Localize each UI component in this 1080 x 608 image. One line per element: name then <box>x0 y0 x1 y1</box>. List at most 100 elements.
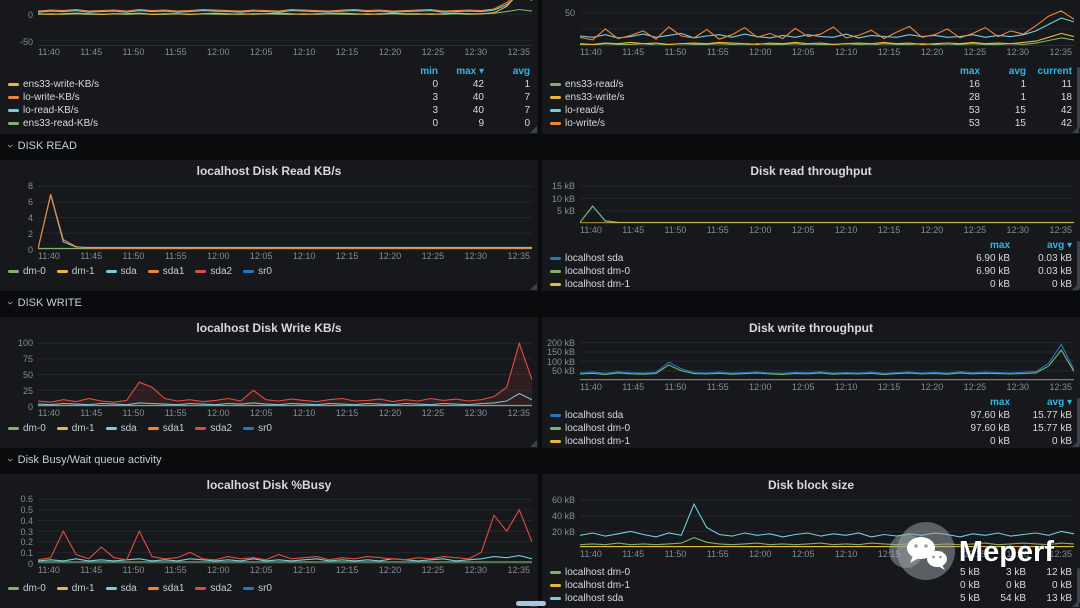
legend-row[interactable]: ens33-write/s 28 1 18 <box>550 91 1072 104</box>
network-pps-chart[interactable] <box>580 0 1074 46</box>
legend-header[interactable]: min max ▾ avg <box>8 65 530 78</box>
legend-item[interactable]: sda <box>105 583 137 594</box>
y-axis-labels: 60 kB 40 kB 20 kB <box>551 495 575 538</box>
panel-resize-handle[interactable] <box>530 283 537 290</box>
panel-title[interactable]: Disk block size <box>767 478 855 492</box>
legend-row[interactable]: localhost dm-1 0 kB 0 kB <box>550 278 1072 291</box>
legend-value: 6.90 kB <box>976 266 1010 277</box>
panel-title[interactable]: localhost Disk Read KB/s <box>196 164 342 178</box>
legend-item[interactable]: sda1 <box>147 583 184 594</box>
section-header-disk-write[interactable]: › DISK WRITE <box>0 293 1080 313</box>
legend-row[interactable]: lo-read/s 53 15 42 <box>550 104 1072 117</box>
legend-col-max[interactable]: max ▾ <box>456 66 484 77</box>
disk-busy-chart[interactable] <box>38 494 532 564</box>
legend-value: 7 <box>524 105 530 116</box>
legend-item[interactable]: sda2 <box>195 423 232 434</box>
disk-write-throughput-chart[interactable] <box>580 337 1074 381</box>
legend-row[interactable]: lo-write/s 53 15 42 <box>550 117 1072 130</box>
panel-title[interactable]: localhost Disk Write KB/s <box>196 321 342 335</box>
legend-row[interactable]: lo-read-KB/s 3 40 7 <box>8 104 530 117</box>
legend-col-min[interactable]: min <box>420 66 438 77</box>
panel-title[interactable]: Disk write throughput <box>749 321 873 335</box>
legend-row[interactable]: localhost sda 5 kB 54 kB 13 kB <box>550 592 1072 605</box>
series-swatch <box>550 597 561 600</box>
legend-header[interactable]: max avg ▾ <box>550 239 1072 252</box>
legend-col-avg[interactable]: avg ▾ <box>1046 397 1072 408</box>
panel-resize-handle[interactable] <box>1072 283 1079 290</box>
legend-value: 5 kB <box>959 593 980 604</box>
legend-header[interactable]: max avg ▾ <box>550 396 1072 409</box>
panel-resize-handle[interactable] <box>530 126 537 133</box>
disk-read-kb-chart[interactable] <box>38 180 532 250</box>
disk-write-kb-chart[interactable] <box>38 337 532 407</box>
legend-item[interactable]: dm-0 <box>8 266 46 277</box>
series-swatch <box>105 587 117 590</box>
legend-item[interactable]: sda1 <box>147 423 184 434</box>
legend-item[interactable]: sr0 <box>243 583 272 594</box>
legend-row[interactable]: localhost dm-1 0 kB 0 kB 0 kB <box>550 579 1072 592</box>
legend-row[interactable]: localhost dm-0 97.60 kB 15.77 kB <box>550 422 1072 435</box>
disk-block-size-chart[interactable] <box>580 494 1074 548</box>
legend-item[interactable]: sda2 <box>195 583 232 594</box>
legend-item[interactable]: sda1 <box>147 266 184 277</box>
legend-value: 0 kB <box>989 436 1010 447</box>
legend-scrollbar[interactable] <box>1077 241 1080 289</box>
legend-item[interactable]: dm-0 <box>8 423 46 434</box>
legend-col-avg[interactable]: avg <box>1008 66 1026 77</box>
legend-row[interactable]: localhost sda 6.90 kB 0.03 kB <box>550 252 1072 265</box>
legend-row[interactable]: localhost sda 97.60 kB 15.77 kB <box>550 409 1072 422</box>
series-swatch <box>550 257 561 260</box>
series-swatch <box>550 440 561 443</box>
legend-value: 40 <box>472 92 484 103</box>
disk-read-throughput-chart[interactable] <box>580 180 1074 224</box>
legend-col-max[interactable]: max <box>989 397 1010 408</box>
section-header-disk-read[interactable]: › DISK READ <box>0 136 1080 156</box>
panel-title[interactable]: localhost Disk %Busy <box>206 478 332 492</box>
legend-row[interactable]: ens33-read/s 16 1 11 <box>550 78 1072 91</box>
panel-resize-handle[interactable] <box>530 440 537 447</box>
legend-value: 42 <box>1060 118 1072 129</box>
legend-row[interactable]: lo-write-KB/s 3 40 7 <box>8 91 530 104</box>
legend-header[interactable]: max avg current <box>550 65 1072 78</box>
horizontal-scrollbar-thumb[interactable] <box>516 601 546 606</box>
legend-item[interactable]: dm-1 <box>56 266 95 277</box>
legend-col-max[interactable]: max <box>959 66 980 77</box>
section-header-disk-busy[interactable]: › Disk Busy/Wait queue activity <box>0 450 1080 470</box>
panel-resize-handle[interactable] <box>1072 126 1079 133</box>
legend-row[interactable]: ens33-write-KB/s 0 42 1 <box>8 78 530 91</box>
series-name: ens33-write-KB/s <box>23 79 100 90</box>
legend-item[interactable]: dm-0 <box>8 583 46 594</box>
legend-scrollbar[interactable] <box>1077 398 1080 446</box>
series-name: localhost dm-0 <box>565 266 631 277</box>
legend-row[interactable]: localhost dm-0 6.90 kB 0.03 kB <box>550 265 1072 278</box>
legend-col-avg[interactable]: avg ▾ <box>1046 240 1072 251</box>
legend-value: 0 <box>524 118 530 129</box>
legend-value: 9 <box>478 118 484 129</box>
legend-value: 0 <box>432 79 438 90</box>
legend-row[interactable]: ens33-read-KB/s 0 9 0 <box>8 117 530 130</box>
legend-value: 15.77 kB <box>1032 410 1072 421</box>
panel-title[interactable]: Disk read throughput <box>750 164 872 178</box>
series-name: localhost dm-1 <box>565 436 631 447</box>
legend-item[interactable]: sr0 <box>243 266 272 277</box>
legend-scrollbar[interactable] <box>1077 67 1080 128</box>
legend-item[interactable]: sda <box>105 423 137 434</box>
panel-resize-handle[interactable] <box>1072 600 1079 607</box>
legend-col-current[interactable]: current <box>1037 66 1072 77</box>
legend: dm-0 dm-1 sda sda1 sda2 sr0 <box>0 421 538 436</box>
legend-col-max[interactable]: max <box>989 240 1010 251</box>
legend-item[interactable]: sda2 <box>195 266 232 277</box>
legend-row[interactable]: localhost dm-0 5 kB 3 kB 12 kB <box>550 566 1072 579</box>
panel-resize-handle[interactable] <box>1072 440 1079 447</box>
legend-col-avg[interactable]: avg <box>512 66 530 77</box>
legend-scrollbar[interactable] <box>1077 568 1080 603</box>
legend-item[interactable]: dm-1 <box>56 423 95 434</box>
legend-item[interactable]: sr0 <box>243 423 272 434</box>
network-kb-chart[interactable] <box>38 0 532 46</box>
legend-item[interactable]: dm-1 <box>56 583 95 594</box>
legend-item[interactable]: sda <box>105 266 137 277</box>
panel-disk-write-throughput: Disk write throughput 200 kB 150 kB 100 kB… <box>542 317 1080 448</box>
series-swatch <box>147 427 159 430</box>
legend-row[interactable]: localhost dm-1 0 kB 0 kB <box>550 435 1072 448</box>
